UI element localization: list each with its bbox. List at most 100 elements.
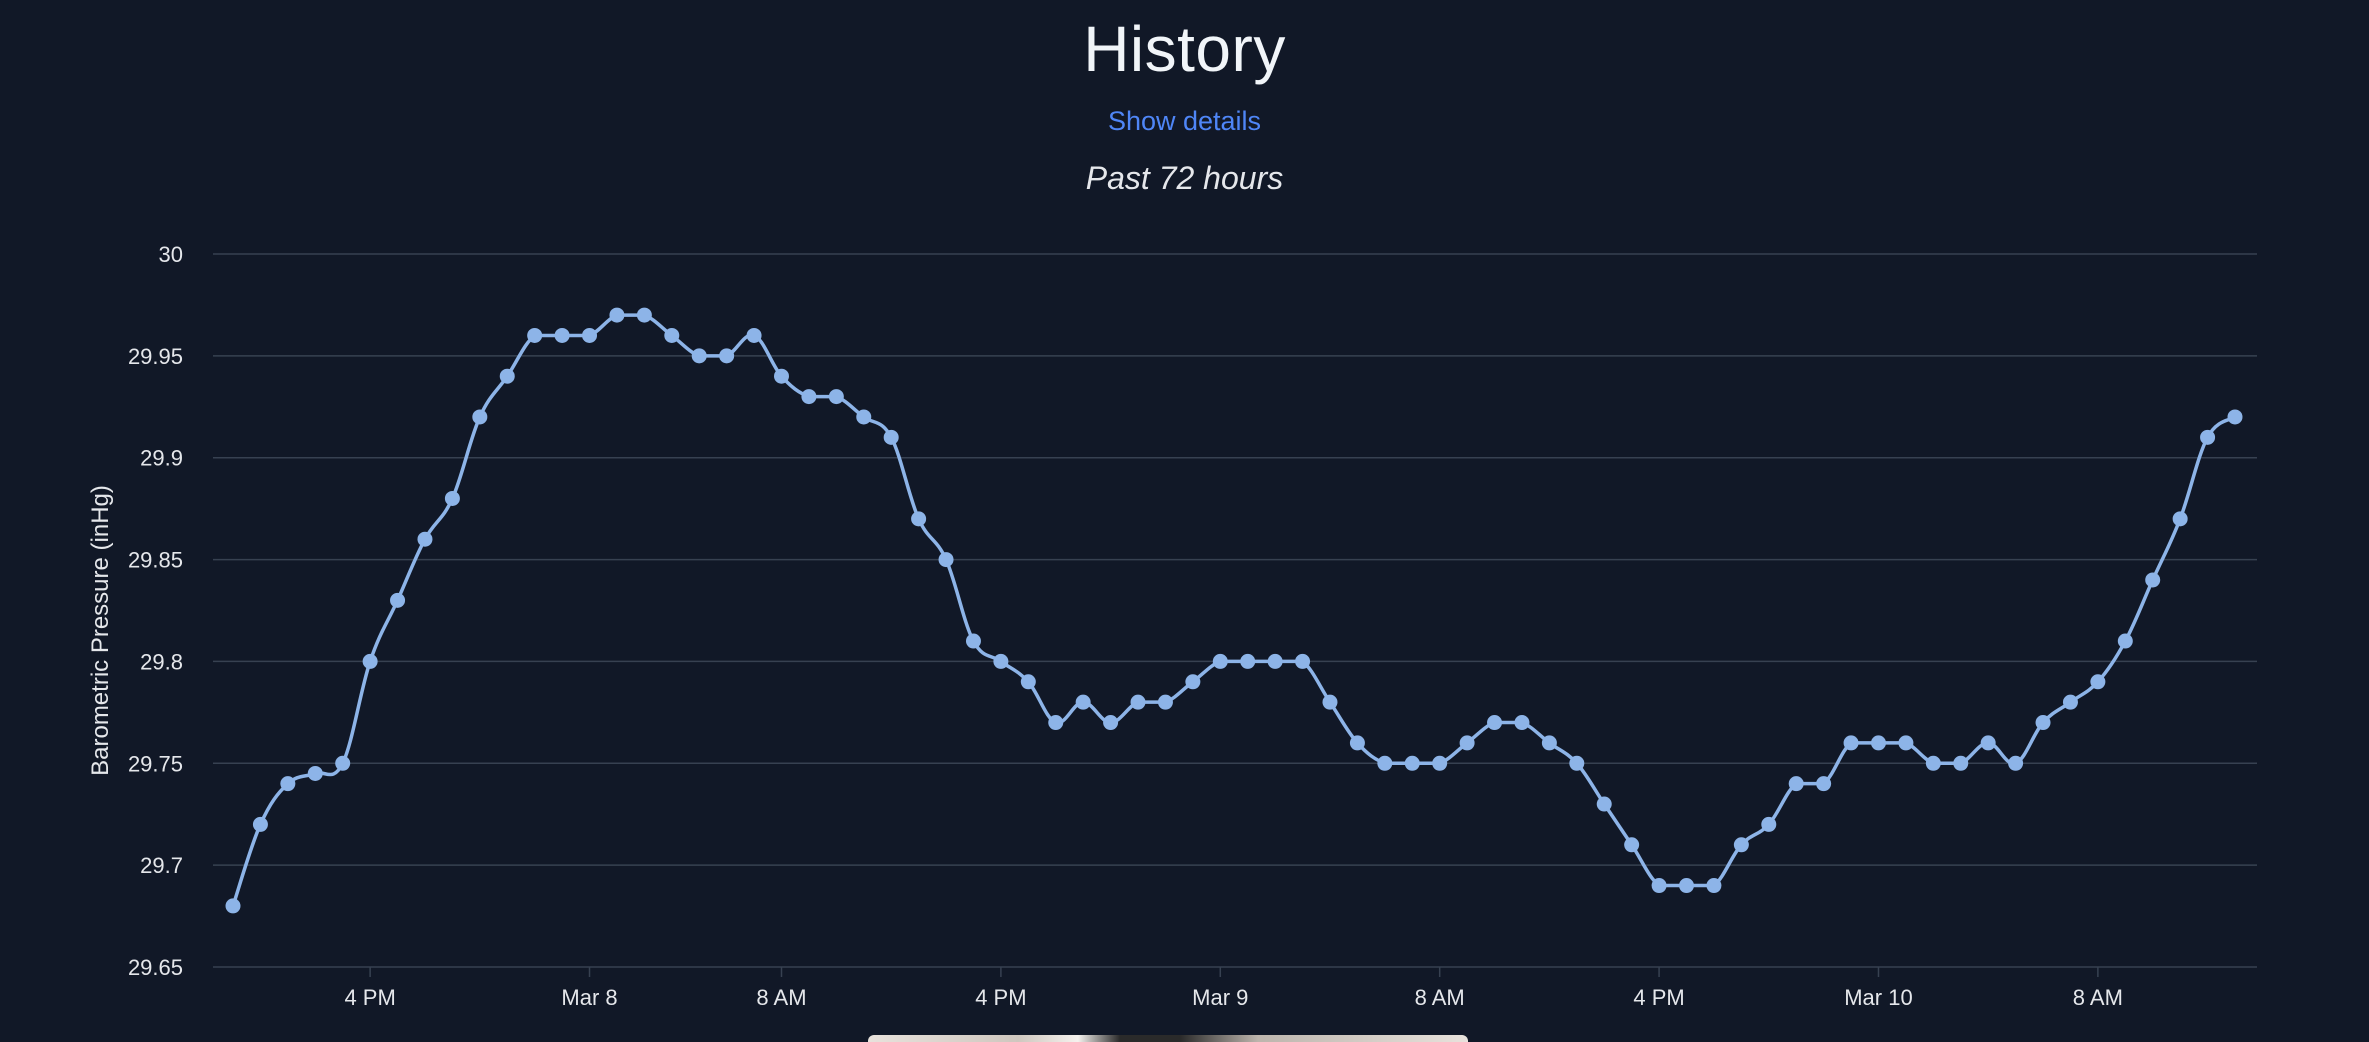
y-tick-label: 29.65 — [128, 955, 183, 980]
data-point[interactable] — [1870, 735, 1886, 751]
data-point[interactable] — [280, 776, 296, 792]
data-point[interactable] — [582, 327, 598, 343]
data-point[interactable] — [225, 898, 241, 914]
data-point[interactable] — [773, 368, 789, 384]
data-point[interactable] — [1816, 776, 1832, 792]
data-point[interactable] — [1679, 878, 1695, 894]
data-point[interactable] — [362, 653, 378, 669]
y-tick-label: 29.9 — [140, 446, 183, 471]
data-point[interactable] — [2008, 755, 2024, 771]
data-point[interactable] — [636, 307, 652, 323]
data-point[interactable] — [1541, 735, 1557, 751]
x-tick-label: 4 PM — [1633, 985, 1684, 1010]
data-point[interactable] — [1980, 735, 1996, 751]
data-point[interactable] — [1240, 653, 1256, 669]
data-point[interactable] — [390, 592, 406, 608]
data-point[interactable] — [417, 531, 433, 547]
data-point[interactable] — [883, 429, 899, 445]
data-point[interactable] — [828, 389, 844, 405]
data-point[interactable] — [691, 348, 707, 364]
y-tick-label: 29.85 — [128, 548, 183, 573]
data-point[interactable] — [1514, 715, 1530, 731]
data-point[interactable] — [1432, 755, 1448, 771]
data-point[interactable] — [2227, 409, 2243, 425]
show-details-link[interactable]: Show details — [1107, 106, 1262, 136]
data-point[interactable] — [444, 490, 460, 506]
data-point[interactable] — [527, 327, 543, 343]
y-tick-label: 29.8 — [140, 649, 183, 674]
y-tick-label: 29.7 — [140, 853, 183, 878]
data-point[interactable] — [1322, 694, 1338, 710]
data-point[interactable] — [746, 327, 762, 343]
data-point[interactable] — [1843, 735, 1859, 751]
data-point[interactable] — [1624, 837, 1640, 853]
data-point[interactable] — [1733, 837, 1749, 853]
data-point[interactable] — [801, 389, 817, 405]
y-axis-ticks: 30 29.95 29.9 29.85 29.8 29.75 29.7 29.65 — [128, 242, 183, 980]
data-point[interactable] — [1377, 755, 1393, 771]
x-tick-label: 8 AM — [756, 985, 806, 1010]
data-point[interactable] — [965, 633, 981, 649]
y-tick-label: 29.95 — [128, 344, 183, 369]
data-point[interactable] — [1761, 816, 1777, 832]
data-point[interactable] — [1212, 653, 1228, 669]
data-point[interactable] — [664, 327, 680, 343]
page-title: History — [1083, 13, 1286, 85]
data-point[interactable] — [993, 653, 1009, 669]
data-point[interactable] — [1651, 878, 1667, 894]
data-point[interactable] — [1020, 674, 1036, 690]
data-point[interactable] — [2117, 633, 2133, 649]
data-point[interactable] — [719, 348, 735, 364]
data-point[interactable] — [1267, 653, 1283, 669]
data-point[interactable] — [1075, 694, 1091, 710]
data-point[interactable] — [2062, 694, 2078, 710]
x-tick-label: 4 PM — [975, 985, 1026, 1010]
data-point[interactable] — [499, 368, 515, 384]
grid-lines — [213, 253, 2257, 968]
data-point[interactable] — [856, 409, 872, 425]
data-point[interactable] — [2035, 715, 2051, 731]
data-point[interactable] — [2172, 511, 2188, 527]
data-points — [225, 307, 2243, 914]
y-axis-title: Barometric Pressure (inHg) — [87, 485, 114, 776]
data-point[interactable] — [1295, 653, 1311, 669]
data-point[interactable] — [1487, 715, 1503, 731]
data-point[interactable] — [1349, 735, 1365, 751]
x-tick-label: Mar 10 — [1844, 985, 1912, 1010]
data-point[interactable] — [1048, 715, 1064, 731]
x-axis-ticks: 4 PM Mar 8 8 AM 4 PM Mar 9 8 AM 4 PM Mar 10 8 AM — [344, 967, 2123, 1010]
data-point[interactable] — [911, 511, 927, 527]
y-tick-label: 30 — [159, 242, 183, 267]
data-point[interactable] — [2145, 572, 2161, 588]
data-point[interactable] — [1706, 878, 1722, 894]
data-point[interactable] — [938, 552, 954, 568]
data-point[interactable] — [335, 755, 351, 771]
data-point[interactable] — [307, 765, 323, 781]
data-point[interactable] — [1185, 674, 1201, 690]
data-point[interactable] — [1788, 776, 1804, 792]
data-point[interactable] — [2090, 674, 2106, 690]
data-point[interactable] — [1130, 694, 1146, 710]
x-tick-label: 8 AM — [1415, 985, 1465, 1010]
data-point[interactable] — [609, 307, 625, 323]
data-point[interactable] — [1404, 755, 1420, 771]
data-point[interactable] — [472, 409, 488, 425]
data-point[interactable] — [1925, 755, 1941, 771]
data-point[interactable] — [252, 816, 268, 832]
thumbnail-preview-image[interactable] — [868, 1035, 1468, 1042]
data-point[interactable] — [1103, 715, 1119, 731]
data-point[interactable] — [2200, 429, 2216, 445]
data-point[interactable] — [554, 327, 570, 343]
data-point[interactable] — [1569, 755, 1585, 771]
data-point[interactable] — [1459, 735, 1475, 751]
time-range-subtitle: Past 72 hours — [1085, 160, 1284, 196]
data-point[interactable] — [1898, 735, 1914, 751]
x-tick-label: 8 AM — [2073, 985, 2123, 1010]
show-details-container: Show details — [0, 106, 2369, 137]
data-point[interactable] — [1596, 796, 1612, 812]
data-point[interactable] — [1157, 694, 1173, 710]
x-tick-label: Mar 9 — [1192, 985, 1248, 1010]
pressure-series-line — [231, 313, 2237, 908]
data-point[interactable] — [1953, 755, 1969, 771]
